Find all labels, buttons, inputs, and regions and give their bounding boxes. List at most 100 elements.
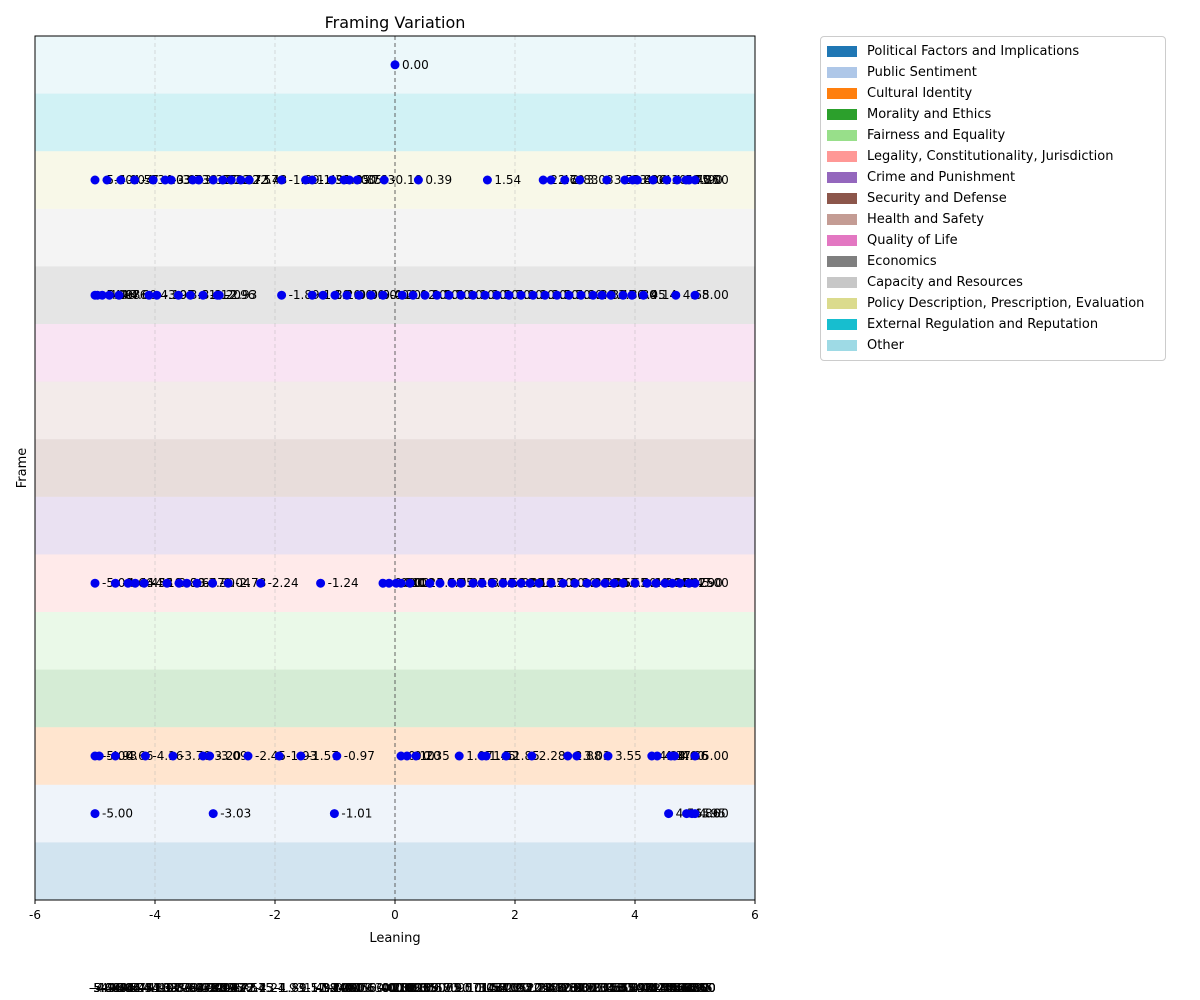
overflow-label: 5.00	[689, 981, 716, 995]
overflow-label: -1.89	[276, 981, 307, 995]
data-point	[492, 290, 502, 300]
legend-swatch	[827, 319, 857, 330]
overflow-label: 3.35	[590, 981, 617, 995]
overflow-label: 1.95	[506, 981, 533, 995]
overflow-label: 3.80	[617, 981, 644, 995]
data-point	[572, 751, 582, 761]
overflow-label: -5.00	[89, 981, 120, 995]
data-point	[192, 578, 202, 588]
legend-label: Health and Safety	[867, 212, 984, 227]
data-point	[214, 290, 224, 300]
overflow-label: -4.96	[91, 981, 122, 995]
overflow-label: -4.45	[122, 981, 153, 995]
overflow-label: 3.50	[599, 981, 626, 995]
legend-item: Morality and Ethics	[825, 104, 1157, 125]
data-point	[671, 290, 681, 300]
legend-swatch	[827, 109, 857, 120]
overflow-label: 1.80	[497, 981, 524, 995]
data-point	[498, 578, 508, 588]
data-point	[425, 578, 435, 588]
data-point	[642, 578, 652, 588]
overflow-label: 4.62	[666, 981, 693, 995]
legend-item: External Regulation and Reputation	[825, 314, 1157, 335]
data-point	[397, 290, 407, 300]
overflow-label: 0.10	[395, 981, 422, 995]
point-label: 5.00	[702, 576, 729, 590]
overflow-label: 0.00	[389, 981, 416, 995]
legend-swatch	[827, 46, 857, 57]
data-point	[538, 175, 548, 185]
data-point	[435, 578, 445, 588]
point-label: 5.00	[702, 807, 729, 821]
data-point	[420, 290, 430, 300]
legend-item: Crime and Punishment	[825, 167, 1157, 188]
data-point	[366, 290, 376, 300]
overflow-label: -5.00	[89, 981, 120, 995]
data-point	[130, 175, 140, 185]
point-label: 4.86	[694, 807, 721, 821]
data-point	[597, 290, 607, 300]
overflow-label: 4.90	[683, 981, 710, 995]
legend-swatch	[827, 172, 857, 183]
point-label: 5.00	[702, 173, 729, 187]
point-label: 5.00	[702, 288, 729, 302]
overflow-label: -3.30	[191, 981, 222, 995]
overflow-label: -4.93	[93, 981, 124, 995]
data-point	[379, 175, 389, 185]
overflow-label: -1.38	[306, 981, 337, 995]
data-point	[456, 290, 466, 300]
overflow-label: 5.00	[689, 981, 716, 995]
overflow-label: -1.89	[276, 981, 307, 995]
data-point	[652, 751, 662, 761]
overflow-label: 2.10	[515, 981, 542, 995]
data-point	[90, 175, 100, 185]
legend-swatch	[827, 130, 857, 141]
overflow-label: 0.70	[431, 981, 458, 995]
overflow-label: 3.00	[569, 981, 596, 995]
data-point	[198, 290, 208, 300]
data-point	[123, 578, 133, 588]
data-point	[618, 578, 628, 588]
data-point	[564, 290, 574, 300]
data-point	[194, 175, 204, 185]
overflow-label: -2.87	[217, 981, 248, 995]
data-point	[116, 175, 126, 185]
overflow-label: 2.28	[526, 981, 553, 995]
legend-swatch	[827, 256, 857, 267]
overflow-label: -2.57	[235, 981, 266, 995]
point-label: -5.00	[102, 807, 133, 821]
data-point	[570, 578, 580, 588]
overflow-label: 1.10	[455, 981, 482, 995]
data-point	[602, 175, 612, 185]
legend-item: Fairness and Equality	[825, 125, 1157, 146]
data-point	[148, 175, 158, 185]
data-point	[110, 578, 120, 588]
data-point	[208, 809, 218, 819]
data-point	[667, 578, 677, 588]
overflow-label: -2.24	[255, 981, 286, 995]
overflow-label: 1.50	[479, 981, 506, 995]
x-tick-label: -6	[29, 908, 41, 922]
data-point	[563, 751, 573, 761]
data-point	[185, 290, 195, 300]
overflow-label: -3.03	[207, 981, 238, 995]
data-point	[501, 751, 511, 761]
overflow-label: 3.96	[627, 981, 654, 995]
data-point	[632, 175, 642, 185]
overflow-label: -1.01	[328, 981, 359, 995]
overflow-label: -3.60	[173, 981, 204, 995]
legend-label: Fairness and Equality	[867, 128, 1006, 143]
data-point	[162, 578, 172, 588]
data-point	[690, 578, 700, 588]
data-point	[618, 290, 628, 300]
overflow-label: 3.30	[587, 981, 614, 995]
legend-item: Cultural Identity	[825, 83, 1157, 104]
data-point	[408, 290, 418, 300]
overflow-label: -0.40	[365, 981, 396, 995]
legend-label: Economics	[867, 254, 937, 269]
data-point	[575, 175, 585, 185]
overflow-label: 0.39	[412, 981, 439, 995]
legend-swatch	[827, 235, 857, 246]
overflow-label: 3.20	[581, 981, 608, 995]
data-point	[329, 809, 339, 819]
